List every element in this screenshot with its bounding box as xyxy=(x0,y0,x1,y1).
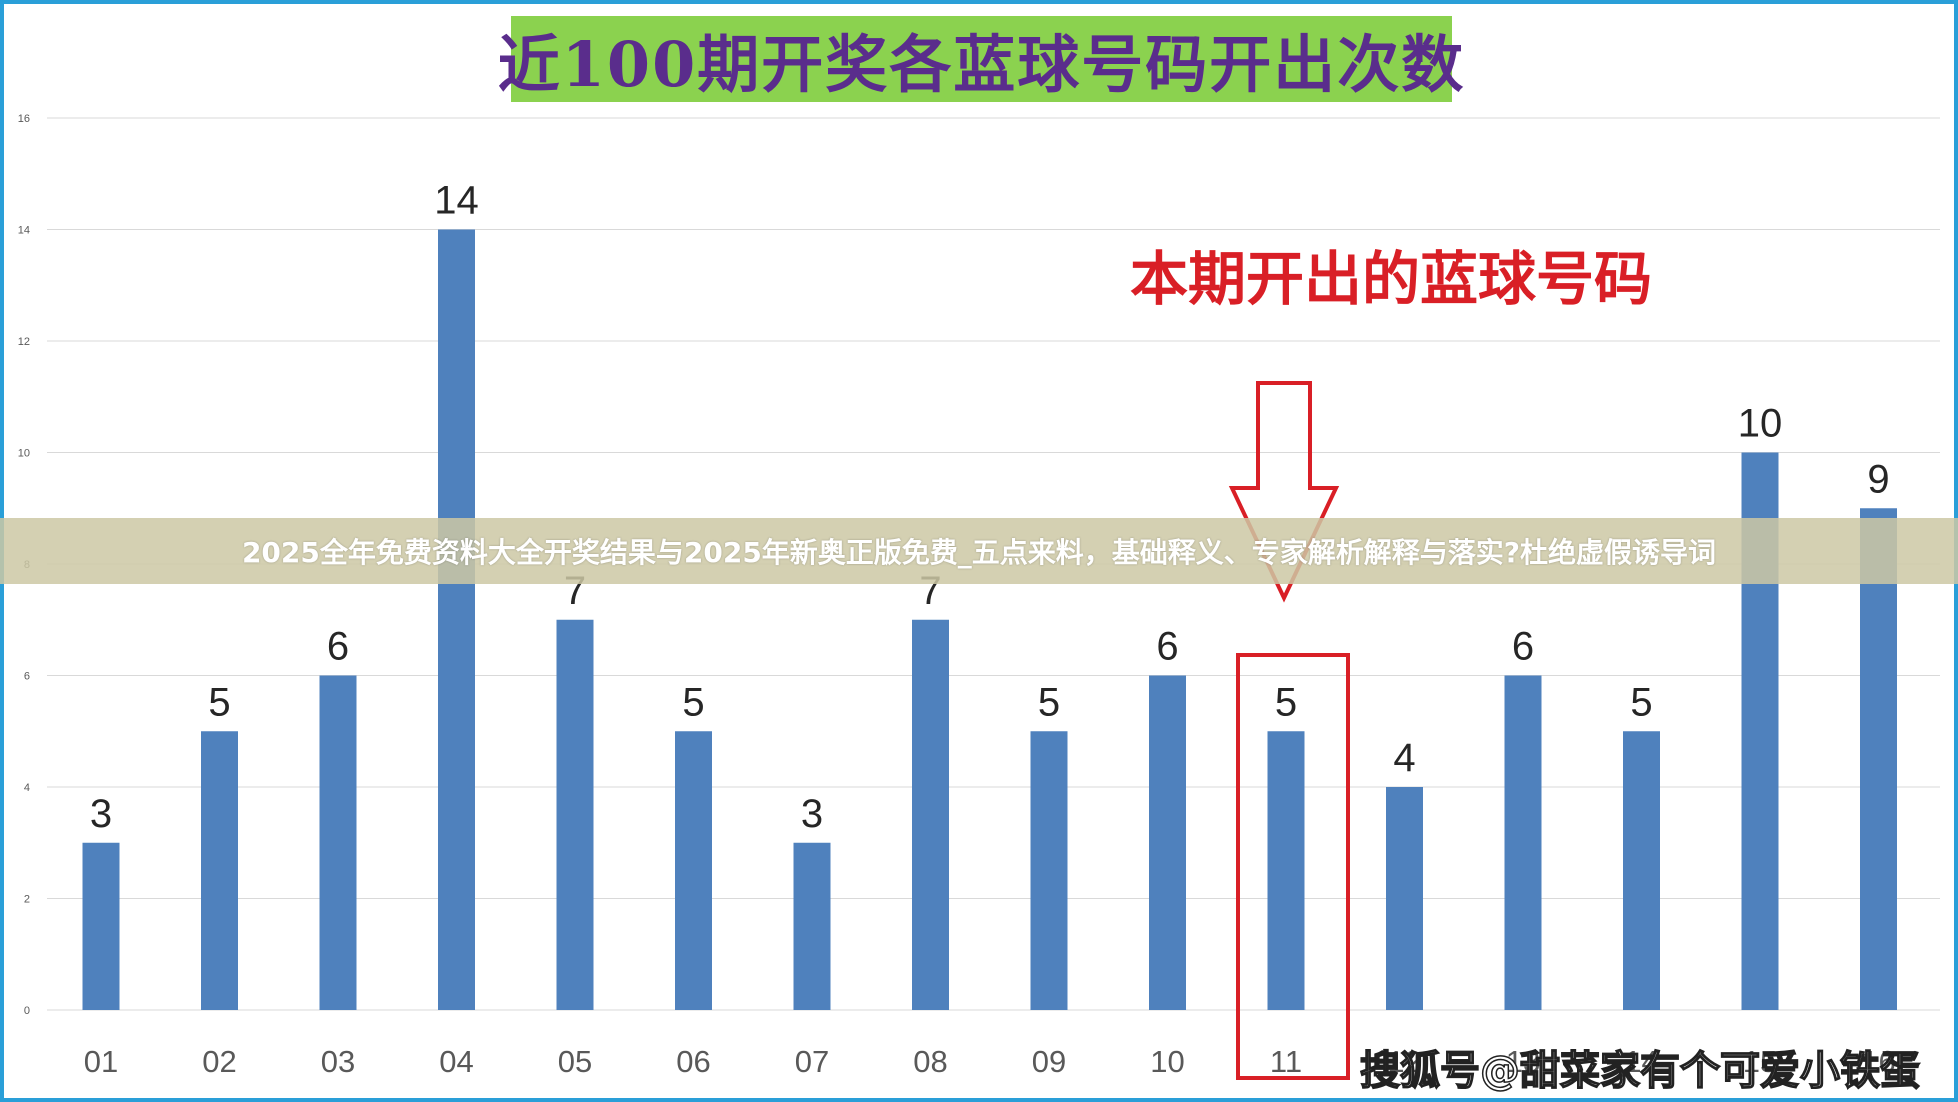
y-tick-label: 4 xyxy=(24,782,30,794)
x-tick-label-03: 03 xyxy=(321,1044,355,1079)
data-label-12: 4 xyxy=(1393,736,1415,780)
bar-04 xyxy=(438,229,475,1010)
bar-16 xyxy=(1860,508,1897,1010)
data-label-13: 6 xyxy=(1512,625,1534,669)
x-tick-label-14: 14 xyxy=(1624,1044,1658,1079)
y-tick-label: 14 xyxy=(18,225,30,237)
data-label-11: 5 xyxy=(1275,680,1297,724)
bar-11 xyxy=(1267,731,1305,1010)
data-label-16: 9 xyxy=(1867,457,1889,501)
x-tick-label-09: 09 xyxy=(1032,1044,1066,1079)
bar-02 xyxy=(201,731,238,1010)
x-tick-label-10: 10 xyxy=(1150,1044,1184,1079)
data-label-02: 5 xyxy=(208,680,230,724)
data-label-04: 14 xyxy=(434,179,479,223)
bar-07 xyxy=(793,842,831,1010)
x-tick-label-08: 08 xyxy=(913,1044,947,1079)
x-tick-label-02: 02 xyxy=(202,1044,236,1079)
x-tick-label-15: 15 xyxy=(1743,1044,1777,1079)
x-tick-label-13: 13 xyxy=(1506,1044,1540,1079)
y-tick-label: 10 xyxy=(18,448,30,460)
highlight-box xyxy=(1236,653,1350,1080)
x-tick-label-07: 07 xyxy=(795,1044,829,1079)
bar-05 xyxy=(556,619,594,1010)
x-axis-ticks: 01 02 03 04 05 06 07 08 09 10 11 12 13 14 15 16 xyxy=(84,1044,1896,1079)
bar-01 xyxy=(82,842,120,1010)
bar-14 xyxy=(1623,731,1660,1010)
y-tick-label: 6 xyxy=(24,671,30,683)
y-tick-label: 0 xyxy=(24,1005,30,1017)
bar-12 xyxy=(1386,787,1423,1010)
y-tick-label: 16 xyxy=(18,113,30,125)
bar-13 xyxy=(1504,675,1542,1010)
x-tick-label-04: 04 xyxy=(439,1044,473,1079)
bars xyxy=(82,229,1897,1010)
x-tick-label-06: 06 xyxy=(676,1044,710,1079)
y-tick-label: 12 xyxy=(18,336,30,348)
data-label-15: 10 xyxy=(1738,402,1783,446)
data-label-06: 5 xyxy=(682,680,704,724)
data-label-07: 3 xyxy=(801,792,823,836)
overlay-text: 2025全年免费资料大全开奖结果与2025年新奥正版免费_五点来料，基础释义、专… xyxy=(241,536,1717,569)
bar-09 xyxy=(1030,731,1068,1010)
highlight-annotation: 本期开出的蓝球号码 xyxy=(1130,245,1653,313)
x-tick-label-05: 05 xyxy=(558,1044,592,1079)
x-tick-label-12: 12 xyxy=(1387,1044,1421,1079)
overlay-banner: 2025全年免费资料大全开奖结果与2025年新奥正版免费_五点来料，基础释义、专… xyxy=(0,518,1958,584)
x-tick-label-01: 01 xyxy=(84,1044,118,1079)
data-label-01: 3 xyxy=(90,792,112,836)
data-label-10: 6 xyxy=(1156,625,1178,669)
bar-10 xyxy=(1149,675,1186,1010)
data-label-03: 6 xyxy=(327,625,349,669)
bar-08 xyxy=(912,619,949,1010)
chart-title-box: 近100期开奖各蓝球号码开出次数 xyxy=(498,16,1463,102)
data-label-14: 5 xyxy=(1630,680,1652,724)
bar-06 xyxy=(675,731,712,1010)
bar-03 xyxy=(319,675,357,1010)
data-label-09: 5 xyxy=(1038,680,1060,724)
watermark: 搜狐号@甜菜家有个可爱小铁蛋 xyxy=(1359,1047,1921,1095)
x-tick-label-11: 11 xyxy=(1270,1044,1302,1079)
chart-title: 近100期开奖各蓝球号码开出次数 xyxy=(497,28,1466,101)
y-tick-label: 2 xyxy=(24,894,30,906)
x-tick-label-16: 16 xyxy=(1861,1044,1895,1079)
